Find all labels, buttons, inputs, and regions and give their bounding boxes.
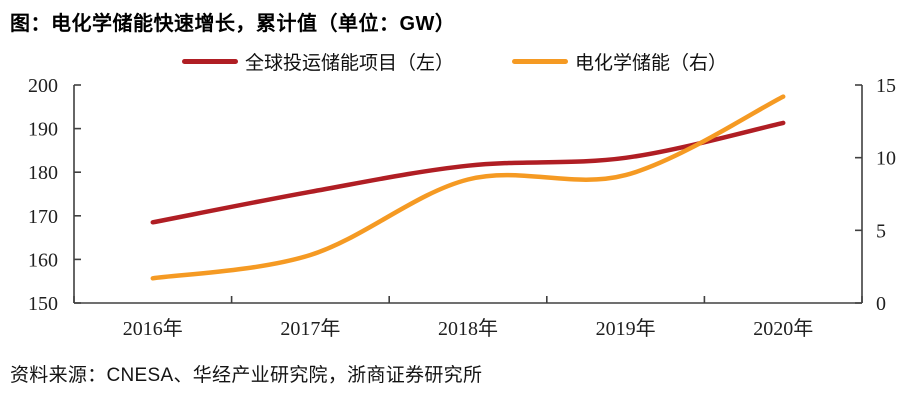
chart-legend: 全球投运储能项目（左） 电化学储能（右） bbox=[0, 48, 921, 74]
x-axis-category-label: 2020年 bbox=[753, 317, 813, 340]
y-axis-right-tick-label: 10 bbox=[876, 148, 896, 170]
legend-line-icon bbox=[512, 58, 568, 64]
y-axis-left-tick-label: 180 bbox=[28, 162, 58, 184]
legend-label: 全球投运储能项目（左） bbox=[244, 52, 454, 74]
series-line-global-storage bbox=[150, 120, 786, 225]
y-axis-left-tick-label: 200 bbox=[28, 75, 58, 97]
chart-title: 图：电化学储能快速增长，累计值（单位：GW） bbox=[10, 13, 456, 35]
x-axis-category-label: 2017年 bbox=[280, 317, 340, 340]
legend-item-global-storage: 全球投运储能项目（左） bbox=[181, 48, 454, 75]
y-axis-left-tick-label: 170 bbox=[28, 206, 58, 228]
series-line-electrochemical bbox=[150, 94, 786, 281]
y-axis-right-tick-label: 0 bbox=[876, 293, 886, 315]
legend-label: 电化学储能（右） bbox=[575, 52, 728, 74]
x-axis-category-label: 2016年 bbox=[123, 317, 183, 340]
y-axis-left-tick-label: 150 bbox=[28, 293, 58, 315]
y-axis-right-tick-label: 5 bbox=[876, 220, 886, 242]
x-axis-category-label: 2018年 bbox=[438, 317, 498, 340]
x-axis-category-label: 2019年 bbox=[596, 317, 656, 340]
y-axis-left-tick-label: 190 bbox=[28, 119, 58, 141]
legend-item-electrochemical: 电化学储能（右） bbox=[512, 48, 727, 75]
y-axis-left-tick-label: 160 bbox=[28, 249, 58, 271]
legend-line-icon bbox=[181, 58, 238, 64]
source-note: 资料来源：CNESA、华经产业研究院，浙商证券研究所 bbox=[10, 365, 483, 386]
y-axis-right-tick-label: 15 bbox=[876, 75, 896, 97]
